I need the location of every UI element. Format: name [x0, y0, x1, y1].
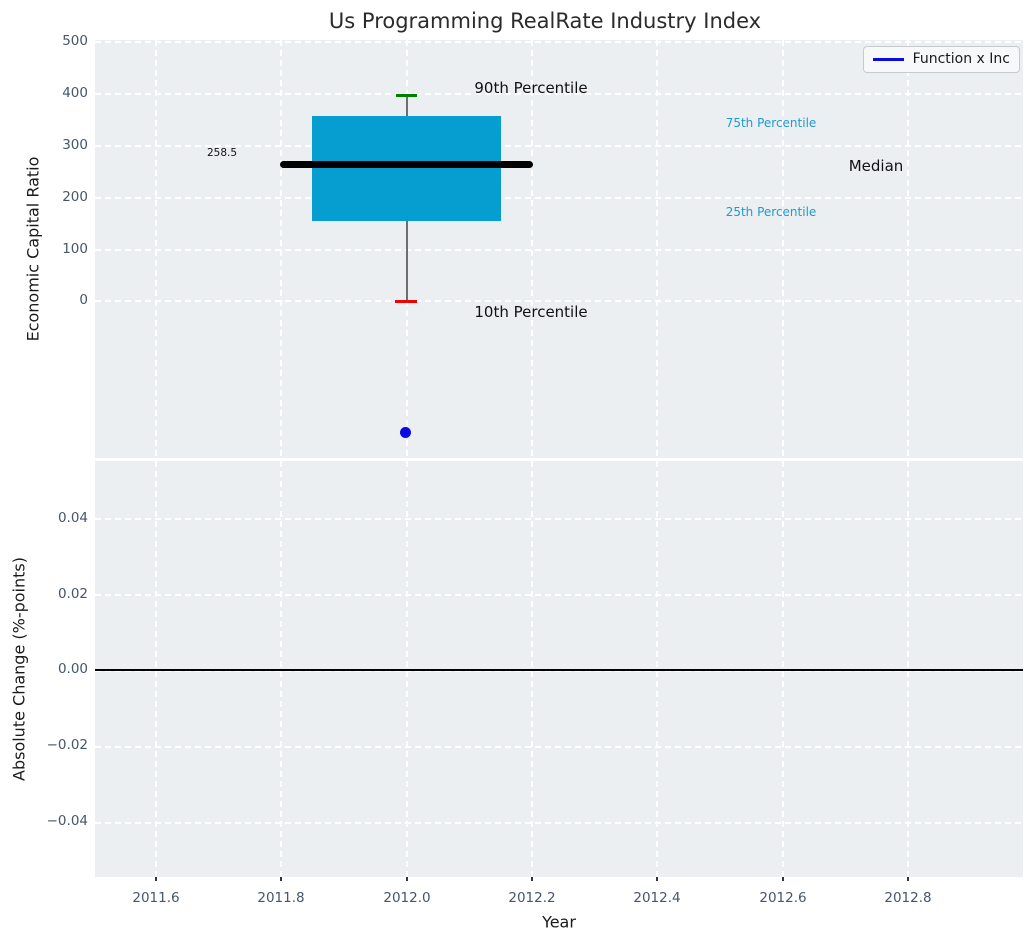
x-tickmark — [782, 877, 784, 881]
xtick-label: 2012.8 — [884, 890, 932, 906]
gridline — [95, 746, 1023, 748]
top-y-axis-label: Economic Capital Ratio — [23, 156, 43, 342]
x-tickmark — [531, 877, 533, 881]
x-tickmark — [656, 877, 658, 881]
whisker-cap-90th — [396, 94, 417, 97]
x-tickmark — [280, 877, 282, 881]
ytick-label: −0.02 — [46, 737, 88, 753]
median-line — [280, 161, 533, 168]
legend-label: Function x Inc — [912, 51, 1010, 67]
gridline — [95, 670, 1023, 672]
gridline — [95, 145, 1023, 147]
zero-baseline — [95, 669, 1023, 671]
ytick-label: 0 — [79, 292, 88, 308]
xtick-label: 2012.6 — [759, 890, 807, 906]
ytick-label: 0.02 — [57, 586, 88, 602]
label-median-value: 258.5 — [206, 147, 238, 159]
gridline — [95, 822, 1023, 824]
whisker-cap-10th — [395, 300, 417, 303]
ytick-label: −0.04 — [46, 813, 88, 829]
gridline — [95, 41, 1023, 43]
xtick-label: 2011.6 — [132, 890, 180, 906]
chart-title: Us Programming RealRate Industry Index — [328, 9, 762, 33]
gridline — [95, 594, 1023, 596]
x-axis-label: Year — [542, 912, 576, 932]
xtick-label: 2011.8 — [257, 890, 305, 906]
top-plot-area: 90th Percentile 10th Percentile 75th Per… — [95, 40, 1023, 458]
legend: Function x Inc — [862, 46, 1020, 73]
bottom-y-axis-label: Absolute Change (%-points) — [9, 557, 29, 781]
ytick-label: 500 — [62, 33, 88, 49]
iqr-box — [312, 116, 501, 221]
x-tickmark — [406, 877, 408, 881]
xtick-label: 2012.0 — [383, 890, 431, 906]
bottom-plot-area — [95, 461, 1023, 877]
label-75th-percentile: 75th Percentile — [725, 116, 817, 130]
xtick-label: 2012.4 — [633, 890, 681, 906]
ytick-label: 400 — [62, 85, 88, 101]
label-10th-percentile: 10th Percentile — [474, 303, 588, 321]
ytick-label: 0.00 — [57, 661, 88, 677]
ytick-label: 0.04 — [57, 510, 88, 526]
xtick-label: 2012.2 — [508, 890, 556, 906]
x-tickmark — [155, 877, 157, 881]
gridline — [95, 518, 1023, 520]
legend-line-swatch-icon — [872, 57, 904, 61]
gridline — [95, 300, 1023, 302]
gridline — [95, 197, 1023, 199]
label-90th-percentile: 90th Percentile — [474, 79, 588, 97]
label-median: Median — [848, 157, 904, 175]
x-tickmark — [907, 877, 909, 881]
gridline — [95, 249, 1023, 251]
ytick-label: 300 — [62, 137, 88, 153]
ytick-label: 200 — [62, 189, 88, 205]
company-point — [400, 427, 411, 438]
label-25th-percentile: 25th Percentile — [725, 205, 817, 219]
gridline — [95, 93, 1023, 95]
ytick-label: 100 — [62, 241, 88, 257]
